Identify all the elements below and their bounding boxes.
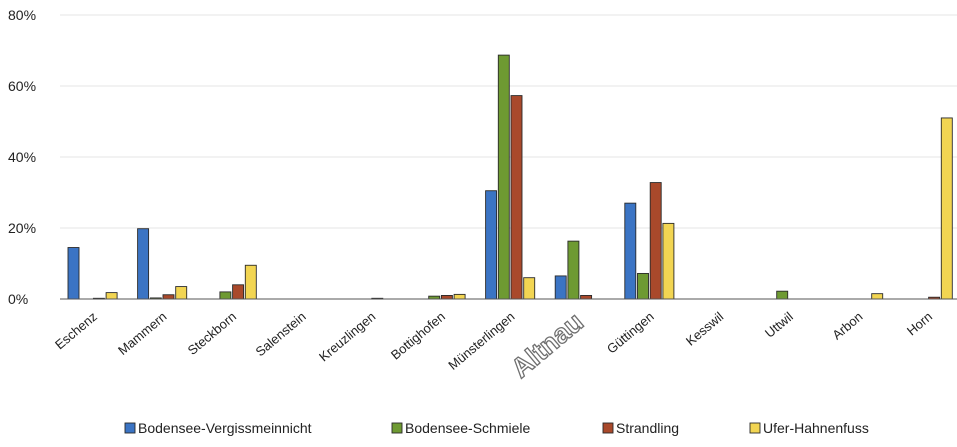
bar-ufer-hahnenfuss-12: [940, 117, 953, 300]
category-label: Salenstein: [253, 309, 309, 360]
category-label: Kesswil: [683, 309, 726, 349]
bar-bodensee-schmiele-7: [567, 240, 580, 300]
category-label: Arbon: [829, 309, 865, 343]
bar-ufer-hahnenfuss-6: [523, 277, 536, 300]
category-label: Eschenz: [52, 309, 100, 353]
y-tick-label: 0%: [8, 291, 28, 307]
bar-ufer-hahnenfuss-0: [105, 292, 118, 300]
legend-swatch: [391, 422, 403, 434]
legend-label: Bodensee-Vergissmeinnicht: [138, 420, 312, 436]
legend-label: Bodensee-Schmiele: [405, 420, 531, 436]
bar-strandling-5: [440, 295, 453, 300]
y-tick-label: 40%: [8, 149, 36, 165]
category-label: Kreuzlingen: [316, 309, 378, 365]
legend-swatch: [749, 422, 761, 434]
legend-label: Ufer-Hahnenfuss: [763, 420, 869, 436]
category-label: Bottighofen: [388, 309, 448, 363]
bar-strandling-6: [510, 95, 523, 300]
bar-bodensee-vergissmeinnicht-1: [137, 228, 150, 300]
legend-swatch: [602, 422, 614, 434]
y-tick-label: 20%: [8, 220, 36, 236]
category-label: Steckborn: [185, 309, 239, 358]
bar-bodensee-vergissmeinnicht-6: [485, 190, 498, 300]
category-label: Horn: [904, 309, 935, 339]
category-label: Mammern: [115, 309, 169, 358]
bar-strandling-1: [162, 294, 175, 300]
bar-bodensee-vergissmeinnicht-0: [67, 247, 80, 300]
bar-strandling-7: [580, 295, 593, 300]
bar-bodensee-vergissmeinnicht-7: [554, 275, 567, 300]
category-label: Uttwil: [762, 309, 796, 341]
bar-ufer-hahnenfuss-11: [871, 293, 884, 300]
bar-bodensee-vergissmeinnicht-8: [624, 202, 637, 300]
bar-bodensee-schmiele-10: [776, 290, 789, 300]
bar-ufer-hahnenfuss-8: [662, 222, 675, 300]
bar-bodensee-schmiele-8: [637, 272, 649, 300]
legend-swatch: [124, 422, 136, 434]
y-tick-label: 60%: [8, 78, 36, 94]
bar-ufer-hahnenfuss-5: [453, 293, 466, 300]
bar-ufer-hahnenfuss-2: [244, 264, 257, 300]
category-label: Güttingen: [604, 309, 657, 357]
bar-strandling-8: [649, 182, 662, 300]
y-tick-label: 80%: [8, 7, 36, 23]
category-label-emphasized: Altnau: [505, 307, 589, 384]
bar-bodensee-schmiele-6: [497, 54, 510, 300]
legend-label: Strandling: [616, 420, 679, 436]
bar-ufer-hahnenfuss-1: [175, 286, 188, 300]
bar-bodensee-schmiele-2: [219, 291, 232, 300]
bar-strandling-2: [232, 284, 245, 300]
